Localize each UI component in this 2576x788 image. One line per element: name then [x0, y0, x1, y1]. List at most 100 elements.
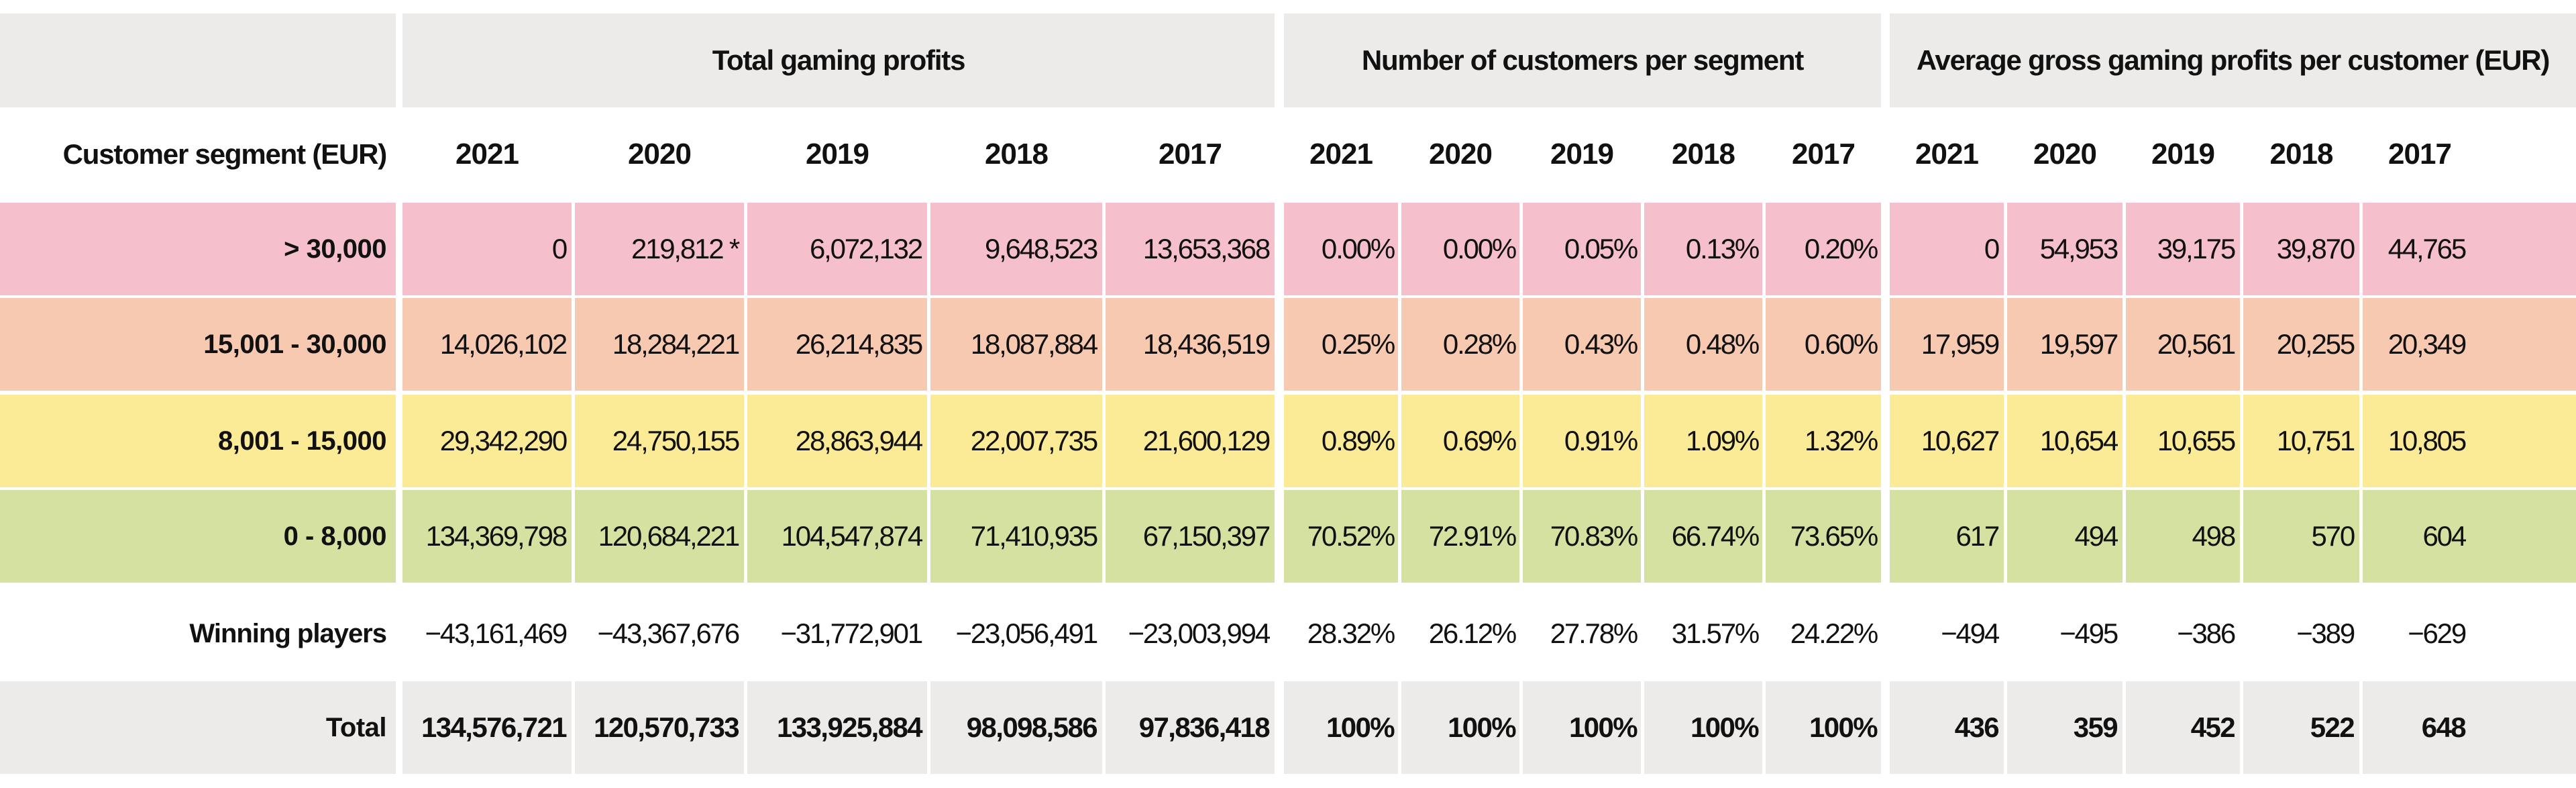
cell-customers-2017: 100% — [1766, 681, 1881, 774]
cell-profits-2021: 14,026,102 — [402, 298, 572, 391]
cell-profits-2019: 133,925,884 — [747, 681, 927, 774]
cell-customers-2018: 66.74% — [1644, 490, 1762, 583]
segment-label: 15,001 - 30,000 — [0, 298, 396, 391]
year-header-average-2019: 2019 — [2151, 138, 2215, 170]
cell-profits-2021: −43,161,469 — [402, 587, 572, 680]
cell-average-2021: 436 — [1890, 681, 2004, 774]
cell-customers-2021: 0.89% — [1284, 395, 1398, 487]
cell-average-2020: 494 — [2007, 490, 2123, 583]
cell-average-2020: 359 — [2007, 681, 2123, 774]
cell-customers-2020: 72.91% — [1401, 490, 1519, 583]
year-header-customers-2017: 2017 — [1792, 138, 1856, 170]
year-header-customers-2018: 2018 — [1672, 138, 1735, 170]
cell-customers-2017: 73.65% — [1766, 490, 1881, 583]
year-header-average-2017: 2017 — [2388, 138, 2452, 170]
cell-customers-2021: 28.32% — [1284, 587, 1398, 680]
cell-customers-2019: 70.83% — [1523, 490, 1641, 583]
cell-average-2019: 20,561 — [2126, 298, 2240, 391]
year-header-profits-2021: 2021 — [455, 138, 519, 170]
year-header-customers-2020: 2020 — [1429, 138, 1493, 170]
cell-customers-2020: 100% — [1401, 681, 1519, 774]
year-header-customers-2019: 2019 — [1550, 138, 1614, 170]
cell-profits-2020: 219,812 * — [575, 203, 744, 295]
table-row: Winning players −43,161,469 −43,367,676 −31… — [0, 587, 2576, 680]
group-header-customers: Number of customers per segment — [1284, 13, 1881, 107]
cell-customers-2021: 70.52% — [1284, 490, 1398, 583]
cell-profits-2021: 134,576,721 — [402, 681, 572, 774]
table-row: > 30,000 0 219,812 * 6,072,132 9,648,523 13,6… — [0, 203, 2576, 295]
cell-average-2017: 10,805 — [2363, 395, 2576, 487]
cell-profits-2020: 18,284,221 — [575, 298, 744, 391]
cell-customers-2019: 27.78% — [1523, 587, 1641, 680]
group-header-row: Total gaming profits Number of customers… — [0, 13, 2576, 107]
cell-customers-2017: 0.60% — [1766, 298, 1881, 391]
cell-average-2019: 10,655 — [2126, 395, 2240, 487]
cell-customers-2017: 1.32% — [1766, 395, 1881, 487]
cell-customers-2018: 0.13% — [1644, 203, 1762, 295]
cell-profits-2017: −23,003,994 — [1106, 587, 1275, 680]
cell-profits-2017: 67,150,397 — [1106, 490, 1275, 583]
year-header-customers-2021: 2021 — [1309, 138, 1373, 170]
cell-average-2018: 20,255 — [2243, 298, 2359, 391]
cell-customers-2020: 26.12% — [1401, 587, 1519, 680]
cell-customers-2018: 100% — [1644, 681, 1762, 774]
corner-cell — [0, 13, 396, 107]
cell-customers-2021: 100% — [1284, 681, 1398, 774]
cell-customers-2020: 0.00% — [1401, 203, 1519, 295]
cell-average-2018: 39,870 — [2243, 203, 2359, 295]
cell-average-2021: 617 — [1890, 490, 2004, 583]
cell-average-2018: 570 — [2243, 490, 2359, 583]
cell-profits-2018: 18,087,884 — [930, 298, 1102, 391]
year-header-profits-2020: 2020 — [628, 138, 692, 170]
cell-average-2018: 522 — [2243, 681, 2359, 774]
table-row: 0 - 8,000 134,369,798 120,684,221 104,547,8… — [0, 490, 2576, 583]
cell-profits-2018: 9,648,523 — [930, 203, 1102, 295]
cell-profits-2021: 0 — [402, 203, 572, 295]
cell-profits-2020: 120,570,733 — [575, 681, 744, 774]
cell-customers-2019: 100% — [1523, 681, 1641, 774]
year-header-profits-2019: 2019 — [806, 138, 869, 170]
segment-label: Total — [0, 681, 396, 774]
cell-average-2019: 39,175 — [2126, 203, 2240, 295]
cell-profits-2019: 6,072,132 — [747, 203, 927, 295]
year-header-row: Customer segment (EUR) 2021 2020 2019 2018 2… — [0, 107, 2576, 201]
cell-profits-2018: −23,056,491 — [930, 587, 1102, 680]
cell-profits-2017: 21,600,129 — [1106, 395, 1275, 487]
cell-profits-2020: 24,750,155 — [575, 395, 744, 487]
cell-customers-2019: 0.91% — [1523, 395, 1641, 487]
cell-average-2021: −494 — [1890, 587, 2004, 680]
cell-average-2017: 20,349 — [2363, 298, 2576, 391]
cell-customers-2017: 24.22% — [1766, 587, 1881, 680]
cell-average-2021: 0 — [1890, 203, 2004, 295]
cell-customers-2018: 1.09% — [1644, 395, 1762, 487]
cell-profits-2019: 28,863,944 — [747, 395, 927, 487]
cell-profits-2021: 134,369,798 — [402, 490, 572, 583]
cell-customers-2019: 0.05% — [1523, 203, 1641, 295]
cell-customers-2021: 0.00% — [1284, 203, 1398, 295]
year-header-profits-2018: 2018 — [985, 138, 1049, 170]
cell-average-2018: −389 — [2243, 587, 2359, 680]
cell-profits-2021: 29,342,290 — [402, 395, 572, 487]
segment-label: > 30,000 — [0, 203, 396, 295]
segment-label: 0 - 8,000 — [0, 490, 396, 583]
cell-average-2020: −495 — [2007, 587, 2123, 680]
cell-customers-2021: 0.25% — [1284, 298, 1398, 391]
group-header-average: Average gross gaming profits per custome… — [1890, 13, 2576, 107]
cell-profits-2020: 120,684,221 — [575, 490, 744, 583]
cell-profits-2017: 13,653,368 — [1106, 203, 1275, 295]
cell-profits-2018: 98,098,586 — [930, 681, 1102, 774]
table-row: Total 134,576,721 120,570,733 133,925,884 98… — [0, 681, 2576, 774]
cell-average-2019: −386 — [2126, 587, 2240, 680]
cell-profits-2017: 97,836,418 — [1106, 681, 1275, 774]
cell-average-2017: 648 — [2363, 681, 2576, 774]
cell-customers-2018: 31.57% — [1644, 587, 1762, 680]
cell-profits-2018: 71,410,935 — [930, 490, 1102, 583]
cell-average-2019: 498 — [2126, 490, 2240, 583]
cell-customers-2019: 0.43% — [1523, 298, 1641, 391]
row-header-label: Customer segment (EUR) — [62, 138, 388, 170]
segment-label: Winning players — [0, 587, 396, 680]
cell-profits-2018: 22,007,735 — [930, 395, 1102, 487]
cell-customers-2020: 0.28% — [1401, 298, 1519, 391]
cell-profits-2019: −31,772,901 — [747, 587, 927, 680]
